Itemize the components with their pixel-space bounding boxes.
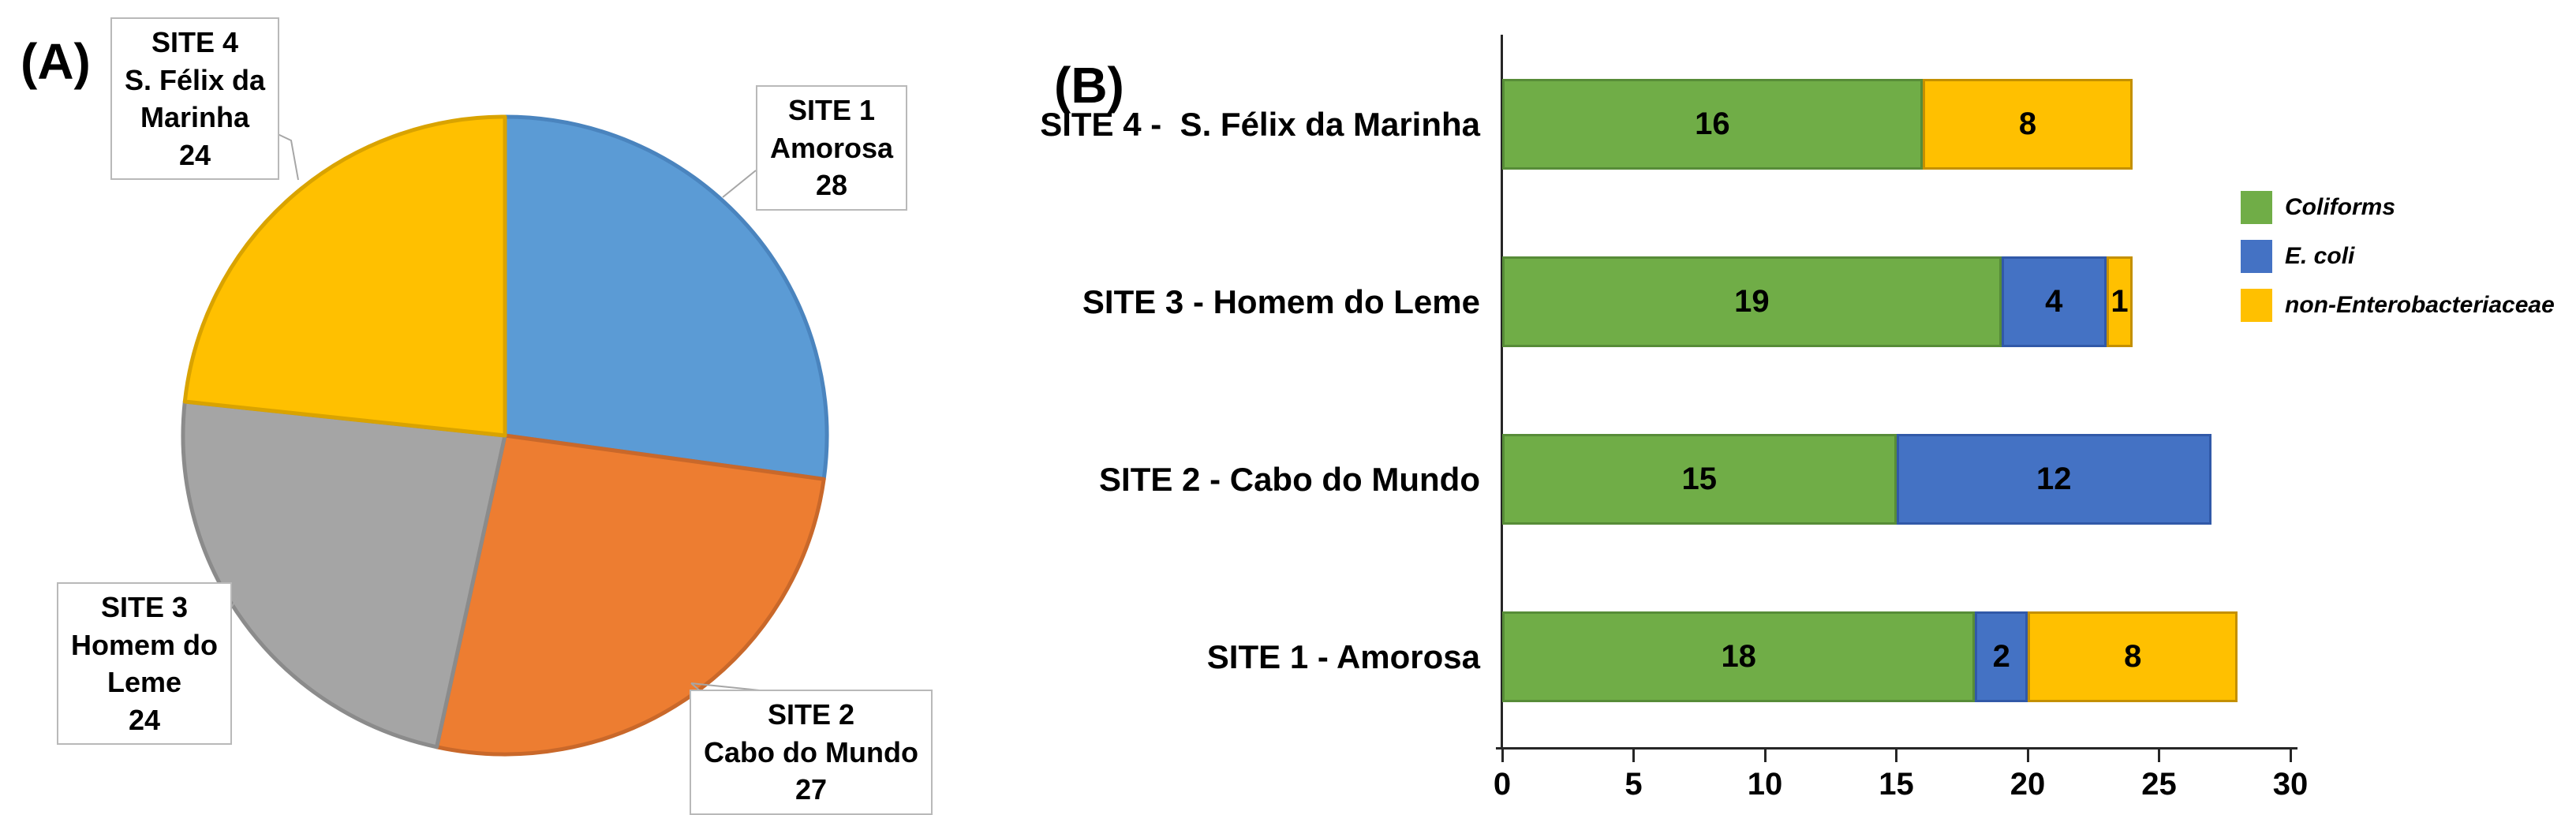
x-axis-tick-label: 0 bbox=[1493, 767, 1512, 802]
bar-category-label: SITE 2 - Cabo do Mundo bbox=[1099, 460, 1480, 498]
x-axis-tick-mark bbox=[1501, 750, 1504, 762]
bar-segment-value: 19 bbox=[1734, 284, 1770, 319]
x-axis-tick-label: 25 bbox=[2141, 767, 2177, 802]
callout-line: 24 bbox=[179, 138, 211, 171]
callout-line: Marinha bbox=[140, 101, 250, 134]
panel-b-label: (B) bbox=[1054, 57, 1124, 114]
bar-segment-non-enterobacteriaceae: 1 bbox=[2106, 256, 2133, 347]
legend-label: E. coli bbox=[2285, 243, 2355, 269]
callout-line: Amorosa bbox=[770, 131, 894, 164]
pie-callout-site-4: SITE 4 S. Félix da Marinha 24 bbox=[110, 17, 280, 181]
legend-item-e-coli: E. coli bbox=[2241, 240, 2555, 273]
bar-segment-coliforms: 18 bbox=[1502, 611, 1976, 702]
callout-leader-line bbox=[277, 133, 299, 181]
panel-a-label: (A) bbox=[21, 33, 91, 90]
bar-segment-coliforms: 15 bbox=[1502, 434, 1897, 525]
callout-line: SITE 1 bbox=[788, 94, 876, 126]
bar-segment-value: 2 bbox=[1992, 639, 2010, 674]
bar-category-label: SITE 3 - Homem do Leme bbox=[1082, 282, 1480, 320]
bar-segment-value: 8 bbox=[2124, 639, 2142, 674]
x-axis-tick-label: 15 bbox=[1879, 767, 1914, 802]
legend-label: Coliforms bbox=[2285, 194, 2396, 220]
legend-item-coliforms: Coliforms bbox=[2241, 191, 2555, 224]
bar-segment-value: 16 bbox=[1695, 107, 1730, 141]
bar-segment-value: 4 bbox=[2045, 284, 2063, 319]
bar-segment-value: 15 bbox=[1681, 462, 1718, 496]
bar-segment-value: 12 bbox=[2036, 462, 2072, 496]
bar-segment-e-coli: 2 bbox=[1975, 611, 2028, 702]
pie-slice-site-1 bbox=[503, 114, 829, 481]
legend-item-non-enterobacteriaceae: non-Enterobacteriaceae bbox=[2241, 289, 2555, 322]
callout-line: SITE 4 bbox=[151, 26, 239, 58]
bar-segment-coliforms: 16 bbox=[1502, 79, 1923, 170]
pie-callout-site-2: SITE 2 Cabo do Mundo 27 bbox=[690, 690, 933, 815]
x-axis-tick-label: 5 bbox=[1624, 767, 1643, 802]
legend-swatch-icon bbox=[2241, 289, 2272, 322]
bar-segment-non-enterobacteriaceae: 8 bbox=[2028, 611, 2238, 702]
bar-segment-coliforms: 19 bbox=[1502, 256, 2002, 347]
x-axis-tick-label: 10 bbox=[1747, 767, 1783, 802]
callout-line: SITE 2 bbox=[767, 698, 854, 731]
pie-slice-site-4 bbox=[182, 114, 507, 438]
callout-leader-line bbox=[722, 170, 757, 198]
x-axis-tick-mark bbox=[1632, 750, 1635, 762]
y-axis-line bbox=[1501, 35, 1503, 750]
callout-line: 24 bbox=[128, 703, 161, 736]
callout-line: S. Félix da bbox=[125, 63, 266, 96]
x-axis-tick-label: 20 bbox=[2010, 767, 2046, 802]
x-axis-tick-mark bbox=[2289, 750, 2292, 762]
callout-line: Leme bbox=[107, 666, 182, 699]
legend-swatch-icon bbox=[2241, 240, 2272, 273]
pie-slice-site-2 bbox=[435, 433, 826, 757]
bar-category-label: SITE 1 - Amorosa bbox=[1206, 637, 1480, 675]
callout-line: 28 bbox=[816, 169, 848, 202]
bar-segment-e-coli: 12 bbox=[1896, 434, 2212, 525]
x-axis-tick-mark bbox=[1763, 750, 1767, 762]
pie-chart bbox=[181, 114, 829, 757]
callout-line: 27 bbox=[794, 773, 827, 806]
bar-segment-value: 18 bbox=[1721, 639, 1756, 674]
callout-line: SITE 3 bbox=[100, 591, 189, 623]
bar-segment-value: 1 bbox=[2111, 284, 2129, 319]
x-axis-tick-mark bbox=[2158, 750, 2160, 762]
x-axis-tick-label: 30 bbox=[2272, 767, 2309, 802]
bar-segment-value: 8 bbox=[2018, 107, 2037, 141]
pie-callout-site-1: SITE 1 Amorosa 28 bbox=[756, 85, 908, 211]
x-axis-tick-mark bbox=[2026, 750, 2029, 762]
bar-segment-e-coli: 4 bbox=[2001, 256, 2107, 347]
x-axis-line bbox=[1496, 747, 2297, 750]
bar-segment-non-enterobacteriaceae: 8 bbox=[1922, 79, 2133, 170]
legend-label: non-Enterobacteriaceae bbox=[2285, 292, 2555, 318]
bar-category-label: SITE 4 - S. Félix da Marinha bbox=[1040, 105, 1480, 143]
callout-line: Cabo do Mundo bbox=[704, 735, 918, 768]
legend-swatch-icon bbox=[2241, 191, 2272, 224]
x-axis-tick-mark bbox=[1895, 750, 1897, 762]
pie-slice-site-3 bbox=[181, 399, 507, 750]
legend: Coliforms E. coli non-Enterobacteriaceae bbox=[2241, 191, 2555, 338]
pie-callout-site-3: SITE 3 Homem do Leme 24 bbox=[57, 582, 233, 746]
callout-line: Homem do bbox=[71, 628, 219, 661]
